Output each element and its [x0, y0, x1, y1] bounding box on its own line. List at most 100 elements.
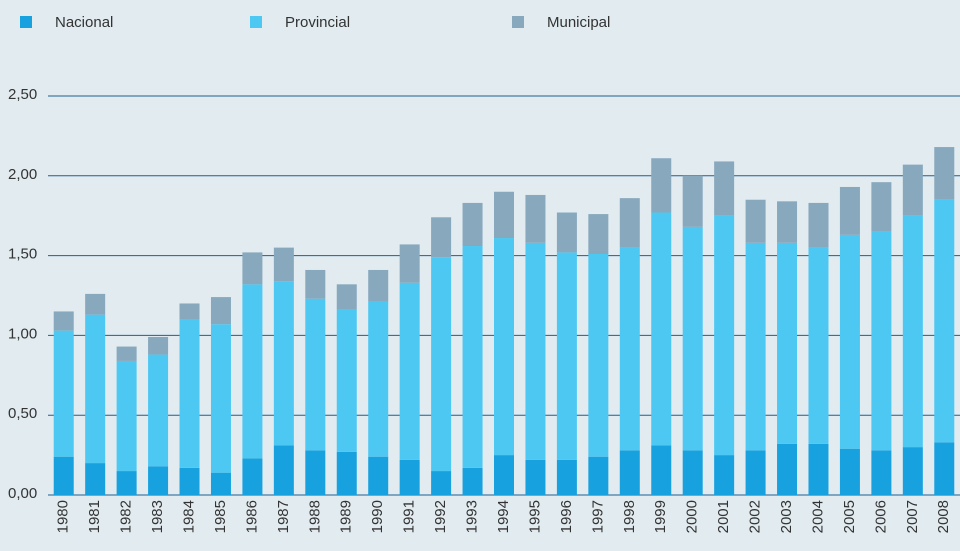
x-tick-label: 1996 [558, 500, 575, 533]
bar-segment [148, 336, 169, 355]
bar-segment [902, 164, 923, 216]
bar-segment [431, 217, 452, 258]
bar-segment [588, 254, 609, 457]
bar-segment [116, 360, 137, 472]
x-tick-label: 1995 [526, 500, 543, 533]
bar-segment [179, 303, 200, 320]
x-tick-label: 1997 [589, 500, 606, 533]
bar-segment [399, 244, 420, 283]
bar-segment [777, 443, 798, 495]
bar-segment [368, 456, 389, 495]
x-tick-label: 1987 [275, 500, 292, 533]
legend-swatch [512, 16, 524, 28]
bar-segment [53, 311, 74, 331]
bar-segment [368, 301, 389, 457]
bar-segment [368, 269, 389, 302]
bar-segment [53, 330, 74, 457]
bar-segment [682, 450, 703, 495]
legend-swatch [250, 16, 262, 28]
bar-segment [210, 324, 231, 473]
bar-segment [871, 231, 892, 451]
bar-segment [556, 459, 577, 495]
x-tick-label: 1985 [212, 500, 229, 533]
y-tick-label: 2,00 [8, 166, 37, 183]
bar-segment [399, 282, 420, 460]
y-tick-label: 0,50 [8, 405, 37, 422]
bar-segment [85, 293, 106, 315]
bar-segment [777, 201, 798, 243]
x-tick-label: 1991 [401, 500, 418, 533]
bar-segment [85, 314, 106, 464]
bar-segment [210, 472, 231, 495]
bar-segment [494, 191, 514, 239]
bar-segment [651, 445, 672, 495]
x-tick-label: 1988 [306, 500, 323, 533]
x-tick-label: 2008 [935, 500, 952, 533]
x-tick-label: 2003 [778, 500, 795, 533]
bar-segment [525, 242, 546, 460]
legend-label: Nacional [55, 14, 113, 31]
bar-segment [588, 214, 609, 255]
x-tick-label: 1994 [495, 500, 512, 533]
bar-segment [462, 202, 483, 247]
bar-segment [179, 319, 200, 468]
bar-segment [934, 199, 955, 443]
bar-segment [431, 471, 452, 495]
bar-segment [902, 447, 923, 495]
x-tick-label: 1998 [621, 500, 638, 533]
y-tick-label: 1,00 [8, 325, 37, 342]
bar-segment [839, 448, 860, 495]
bar-segment [619, 247, 640, 451]
x-tick-label: 1989 [338, 500, 355, 533]
bar-segment [714, 161, 735, 216]
bar-segment [273, 247, 294, 282]
bar-segment [179, 467, 200, 495]
bar-segment [619, 450, 640, 495]
bar-segment [148, 354, 169, 467]
bar-segment [525, 194, 546, 243]
bar-segment [902, 215, 923, 448]
bar-segment [336, 309, 357, 452]
x-tick-label: 1993 [464, 500, 481, 533]
x-tick-label: 1990 [369, 500, 386, 533]
x-tick-label: 1981 [86, 500, 103, 533]
bar-segment [462, 246, 483, 468]
x-tick-label: 2000 [684, 500, 701, 533]
bar-segment [745, 199, 766, 243]
bar-segment [714, 455, 735, 495]
y-tick-label: 1,50 [8, 246, 37, 263]
x-tick-label: 2005 [841, 500, 858, 533]
bar-segment [148, 466, 169, 495]
bar-segment [556, 252, 577, 460]
bar-segment [462, 467, 483, 495]
y-tick-label: 2,50 [8, 86, 37, 103]
bar-segment [777, 242, 798, 444]
bar-segment [431, 257, 452, 472]
x-tick-label: 1984 [180, 500, 197, 533]
bar-segment [745, 450, 766, 495]
x-tick-label: 2007 [904, 500, 921, 533]
bar-segment [808, 443, 829, 495]
legend-label: Municipal [547, 14, 610, 31]
bar-segment [839, 234, 860, 449]
bar-segment [494, 238, 514, 456]
bar-segment [242, 284, 263, 459]
bar-segment [714, 215, 735, 456]
bar-segment [494, 455, 514, 495]
bar-segment [682, 226, 703, 451]
bar-segment [305, 269, 326, 299]
y-tick-label: 0,00 [8, 485, 37, 502]
bar-segment [399, 459, 420, 495]
bar-segment [619, 198, 640, 248]
x-tick-label: 1983 [149, 500, 166, 533]
legend-swatch [20, 16, 32, 28]
bar-segment [682, 175, 703, 227]
bar-segment [273, 281, 294, 446]
bar-segment [336, 284, 357, 310]
bar-segment [934, 147, 955, 200]
bar-segment [85, 463, 106, 495]
bar-segment [556, 212, 577, 253]
bar-segment [305, 298, 326, 451]
bar-segment [242, 458, 263, 495]
